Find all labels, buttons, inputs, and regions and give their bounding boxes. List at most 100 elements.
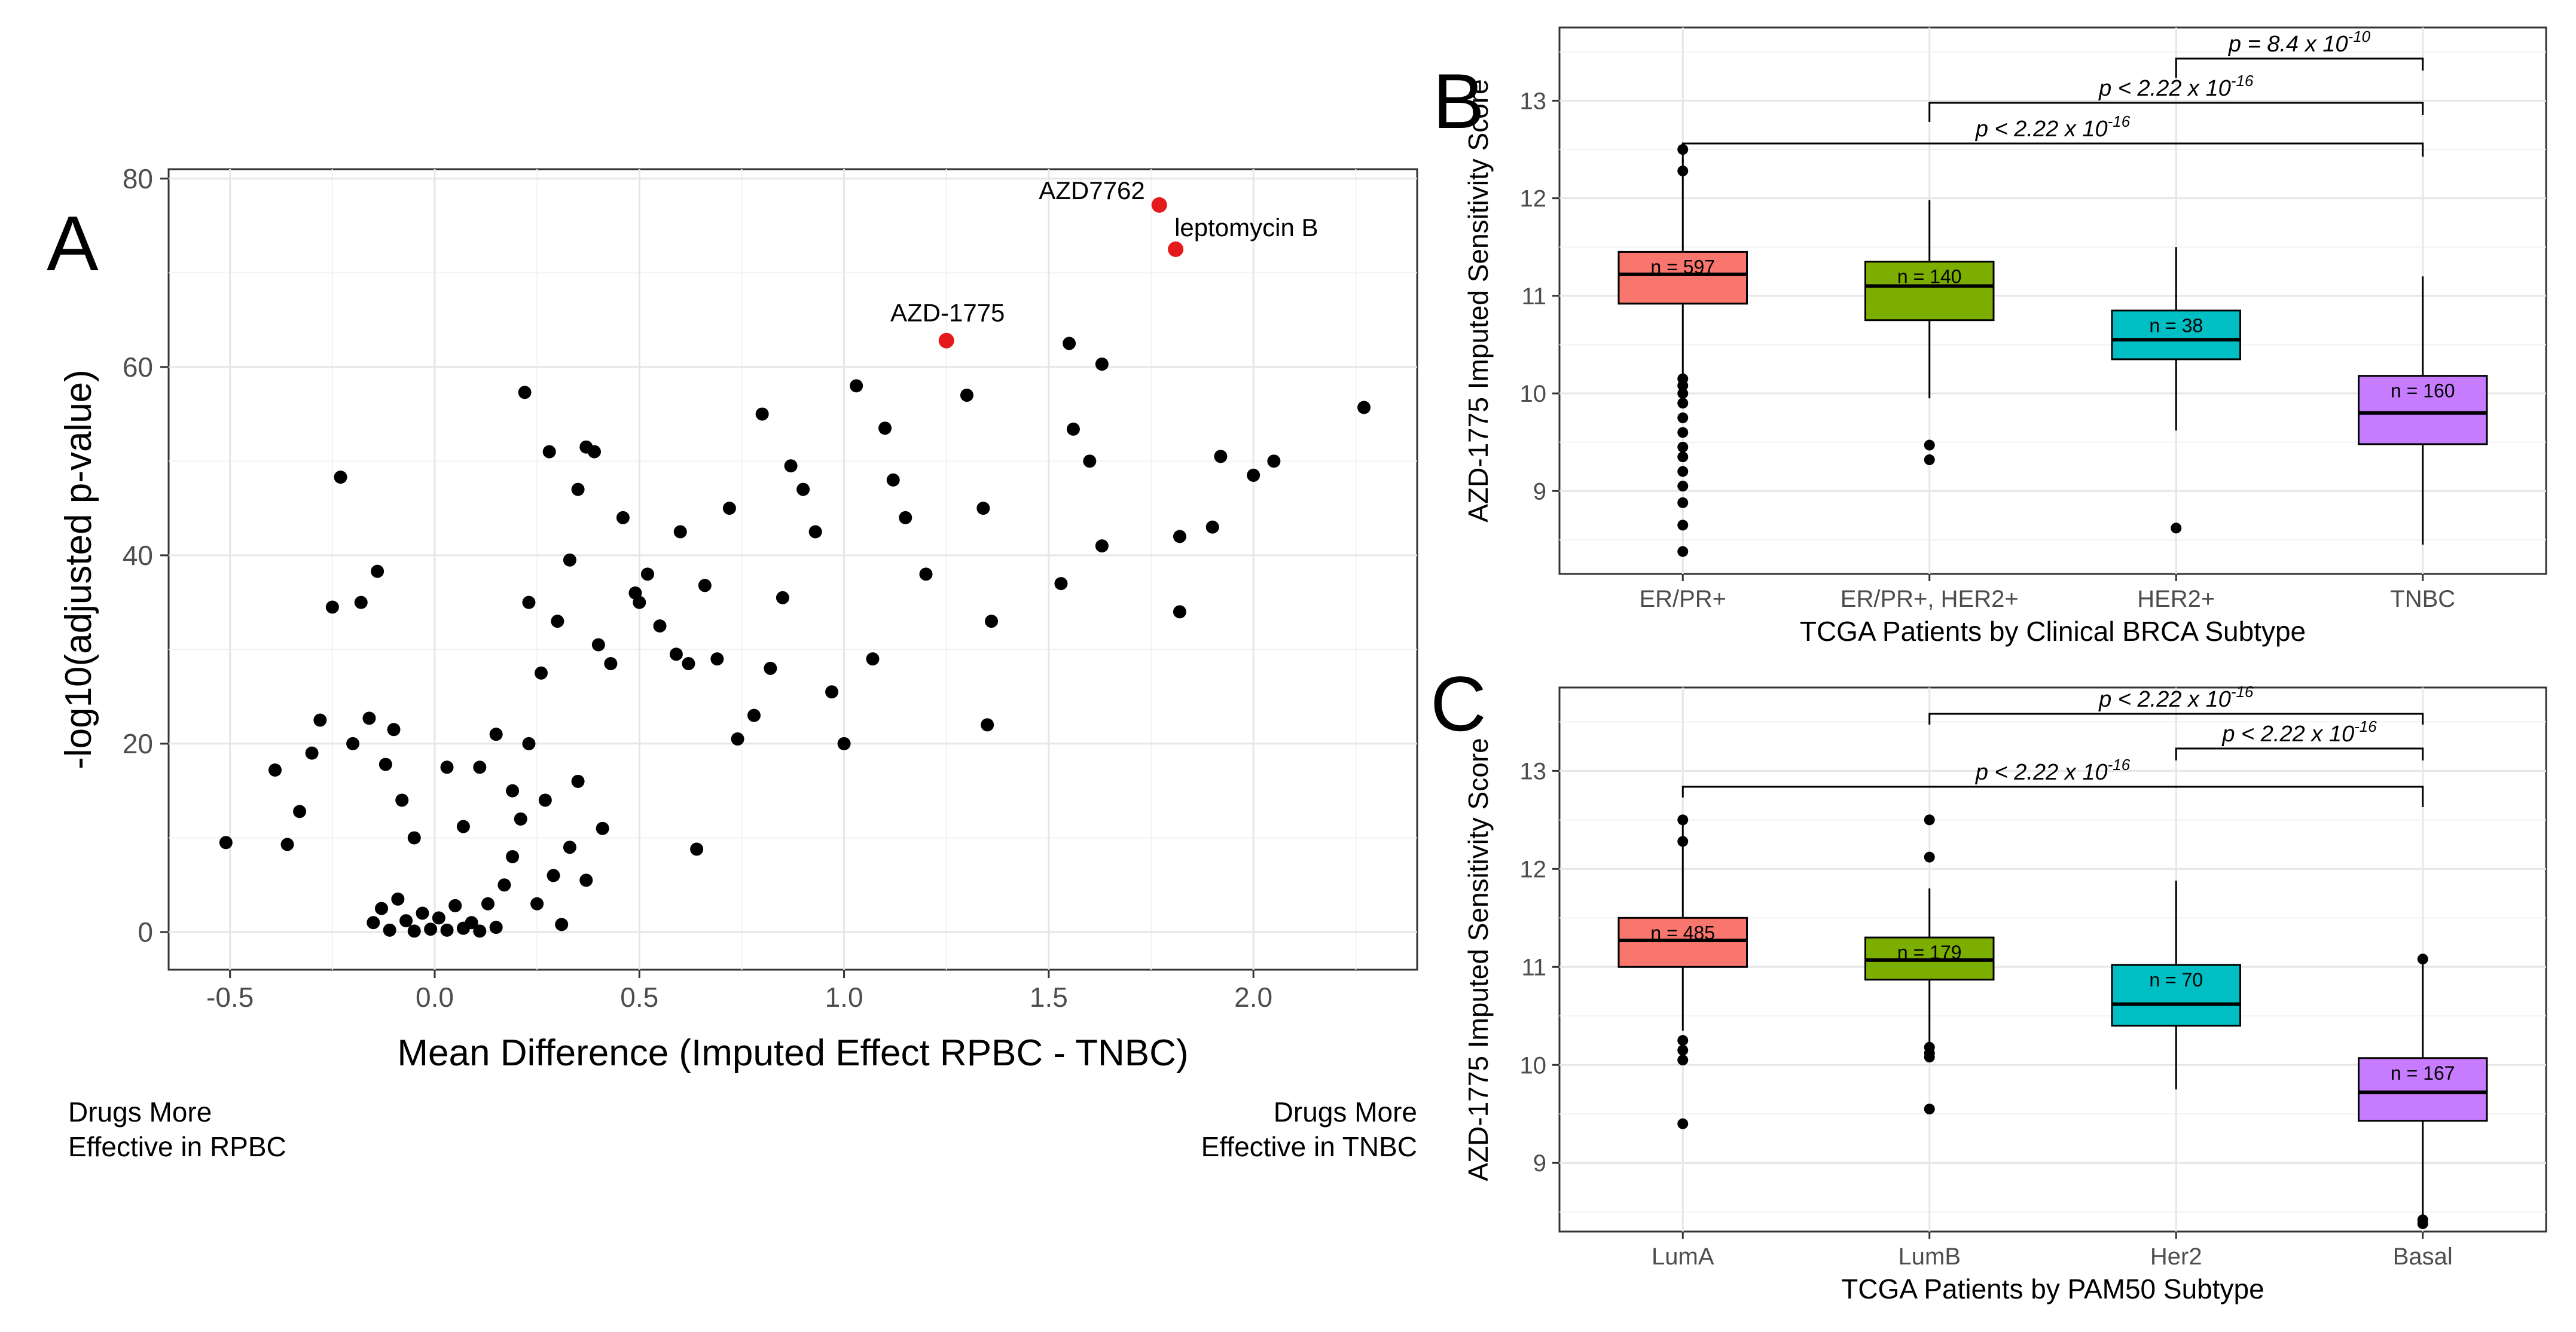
data-point <box>399 914 413 928</box>
data-point <box>489 728 503 741</box>
box <box>2111 964 2241 1027</box>
outlier-point <box>1677 466 1689 477</box>
y-tick-label: 12 <box>1520 856 1547 882</box>
data-point <box>555 918 569 931</box>
data-point <box>448 899 462 912</box>
data-point <box>395 793 409 807</box>
data-point <box>305 746 319 760</box>
data-point <box>808 525 822 539</box>
data-point <box>985 615 999 628</box>
data-point <box>731 732 744 746</box>
data-point <box>522 595 536 609</box>
panel-label: C <box>1430 660 1487 747</box>
data-point <box>1247 468 1260 482</box>
panel-c-boxplot: 9 10 11 12 13 LumA LumB Her2 Basal n = 485 n = 179… <box>1430 660 2547 1304</box>
data-point <box>280 838 294 851</box>
outlier-point <box>2171 523 2182 534</box>
box-n-label: n = 597 <box>1650 256 1715 277</box>
data-point <box>886 473 900 487</box>
outlier-point <box>1924 1104 1935 1115</box>
outlier-point <box>1677 441 1689 453</box>
data-point <box>1214 450 1228 463</box>
data-point <box>379 757 392 771</box>
box-n-label: n = 140 <box>1897 266 1962 288</box>
highlighted-point <box>938 332 954 349</box>
highlight-label: leptomycin B <box>1174 213 1318 242</box>
x-tick-label: TNBC <box>2390 586 2455 612</box>
data-point <box>440 760 454 774</box>
data-point <box>604 657 618 671</box>
data-point <box>899 511 912 524</box>
data-point <box>268 763 282 777</box>
annotation-tnbc-line1: Drugs More <box>1274 1096 1417 1128</box>
outlier-point <box>1677 451 1689 463</box>
significance-bracket <box>2175 57 2424 78</box>
p-value-base: p < 2.22 x 10 <box>1975 117 2108 142</box>
box <box>2358 1057 2488 1122</box>
box <box>1617 250 1748 305</box>
x-tick-label: -0.5 <box>206 982 254 1013</box>
data-point <box>591 638 605 652</box>
y-tick-label: 0 <box>138 916 153 948</box>
data-point <box>1063 337 1076 350</box>
outlier-point <box>1677 546 1689 557</box>
y-tick-label: 20 <box>123 728 153 759</box>
p-value-exponent: -10 <box>2348 28 2371 45</box>
data-point <box>563 553 576 567</box>
data-point <box>432 911 445 925</box>
data-point <box>1173 605 1186 619</box>
data-point <box>1083 454 1097 468</box>
data-point <box>722 502 736 515</box>
data-point <box>960 389 973 402</box>
data-point <box>506 784 520 798</box>
data-point <box>542 445 556 459</box>
outlier-point <box>1677 1118 1689 1129</box>
data-point <box>374 902 388 915</box>
data-point <box>1173 530 1186 543</box>
data-point <box>866 652 880 666</box>
y-tick-label: 11 <box>1521 954 1546 980</box>
y-tick-label: 10 <box>1520 1052 1547 1079</box>
outlier-point <box>1677 481 1689 492</box>
highlight-label: AZD7762 <box>1039 176 1144 204</box>
p-value-exponent: -16 <box>2231 72 2254 90</box>
outlier-point <box>1677 398 1689 409</box>
data-point <box>1357 401 1371 414</box>
x-tick-label: 0.5 <box>620 982 658 1013</box>
x-tick-label: Basal <box>2393 1244 2453 1270</box>
data-point <box>764 661 777 675</box>
y-axis-title: AZD-1775 Imputed Sensitivity Score <box>1463 738 1494 1181</box>
data-point <box>465 916 478 930</box>
data-point <box>219 836 233 850</box>
x-tick-label: 1.0 <box>825 982 863 1013</box>
box <box>1617 916 1748 968</box>
data-point <box>325 600 339 614</box>
x-tick-label: 0.0 <box>416 982 454 1013</box>
data-point <box>633 595 646 609</box>
x-tick-label: HER2+ <box>2137 586 2215 612</box>
x-tick-label: 2.0 <box>1234 982 1272 1013</box>
p-value-exponent: -16 <box>2354 717 2377 735</box>
data-point <box>514 812 527 826</box>
p-value-label: p < 2.22 x 10-16 <box>1975 112 2131 142</box>
outlier-point <box>1924 454 1935 466</box>
box-n-label: n = 167 <box>2391 1062 2455 1084</box>
data-point <box>571 774 585 788</box>
box <box>1864 261 1995 322</box>
significance-bracket <box>2175 747 2424 760</box>
outlier-point <box>1677 520 1689 531</box>
data-point <box>522 737 536 750</box>
data-point <box>981 718 994 732</box>
outlier-point <box>1677 1055 1689 1066</box>
outlier-point <box>1924 439 1935 451</box>
data-point <box>563 841 576 854</box>
data-point <box>673 525 687 539</box>
outlier-point <box>1677 165 1689 176</box>
p-value-label: p < 2.22 x 10-16 <box>2098 683 2254 712</box>
data-point <box>391 892 405 906</box>
x-tick-label: ER/PR+, HER2+ <box>1841 586 2019 612</box>
data-point <box>690 842 704 856</box>
box <box>2111 309 2241 361</box>
outlier-point <box>1677 388 1689 399</box>
